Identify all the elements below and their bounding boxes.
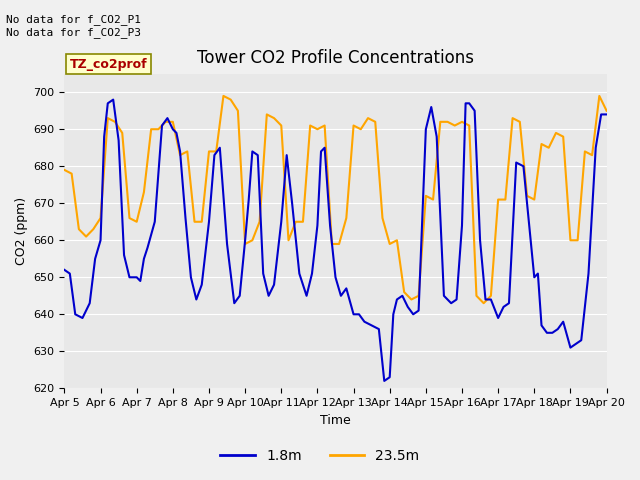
Text: TZ_co2prof: TZ_co2prof <box>70 58 147 71</box>
Text: No data for f_CO2_P1
No data for f_CO2_P3: No data for f_CO2_P1 No data for f_CO2_P… <box>6 14 141 38</box>
Legend: 1.8m, 23.5m: 1.8m, 23.5m <box>215 443 425 468</box>
Title: Tower CO2 Profile Concentrations: Tower CO2 Profile Concentrations <box>197 48 474 67</box>
X-axis label: Time: Time <box>320 414 351 427</box>
Y-axis label: CO2 (ppm): CO2 (ppm) <box>15 197 28 265</box>
